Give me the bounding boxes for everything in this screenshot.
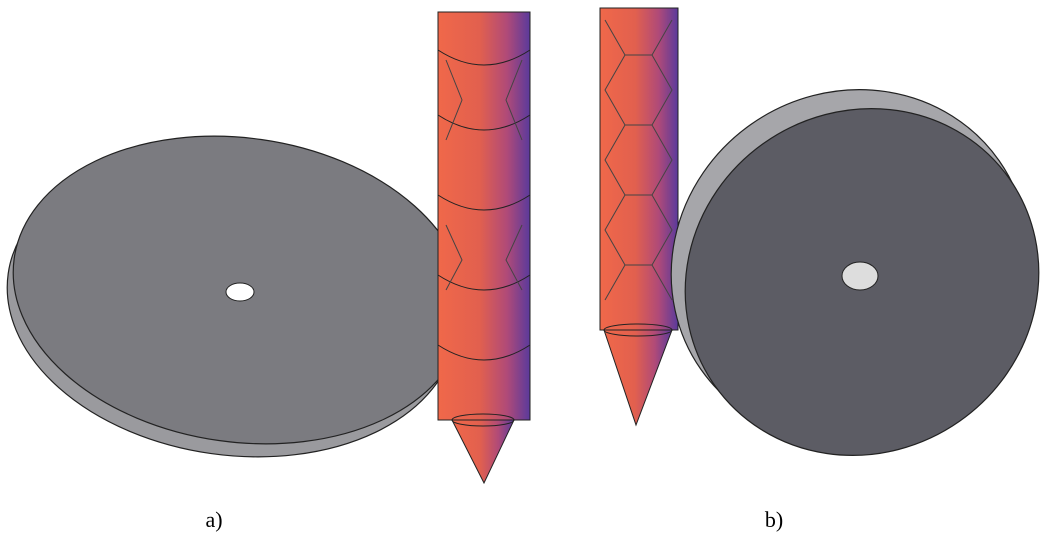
page: a) b) (() => { const data = JSON.parse(d… [0,0,1048,537]
panel-label: a) [205,507,222,532]
rod-a [438,12,530,483]
disk-a [0,108,487,485]
panel-label: b) [765,507,783,532]
figure: a) b) [0,0,1048,537]
rod-b [600,8,678,425]
